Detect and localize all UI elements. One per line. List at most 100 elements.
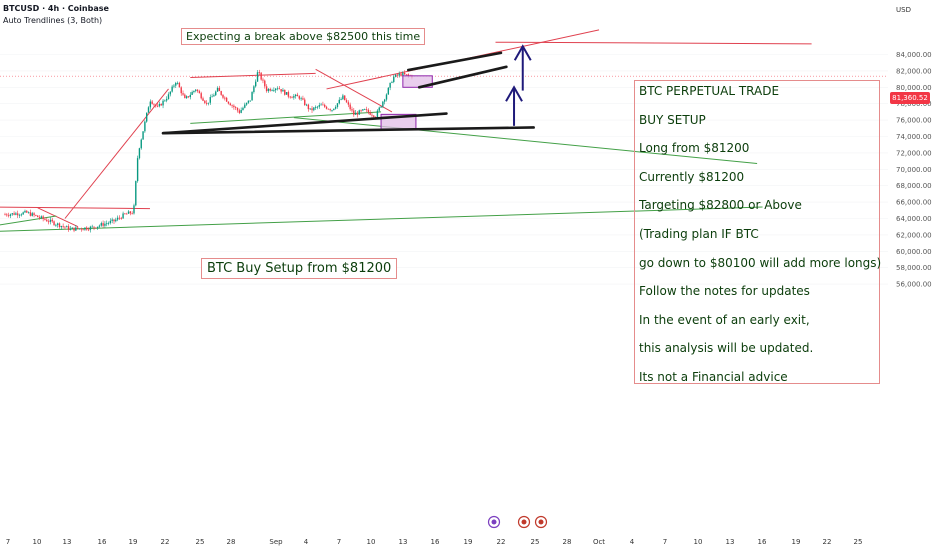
candle-body <box>44 218 46 220</box>
candle-body <box>211 96 213 98</box>
annotation-lines <box>161 51 535 135</box>
event-icons[interactable] <box>487 515 548 529</box>
candle-body <box>300 98 302 100</box>
candle-body <box>29 212 32 216</box>
time-axis[interactable]: 7 10 13 16 19 22 25 28 Sep 4 7 10 13 16 19 22 25 28 Oct 4 7 1… <box>6 538 863 546</box>
candle-body <box>71 227 73 229</box>
candle-body <box>258 72 261 74</box>
date-tick-label: 4 <box>630 538 635 546</box>
candle-body <box>17 213 19 216</box>
target-arrows <box>505 44 532 126</box>
candle-body <box>336 103 339 108</box>
date-tick-label: Sep <box>269 538 283 546</box>
candle-body <box>393 76 395 82</box>
indicator-label[interactable]: Auto Trendlines (3, Both) <box>3 16 103 25</box>
candle-body <box>204 100 206 103</box>
candle-body <box>193 90 195 93</box>
panel-line: BUY SETUP <box>639 112 706 127</box>
resistance-trendline <box>315 68 393 113</box>
candle-body <box>146 112 148 122</box>
candle-body <box>358 110 360 115</box>
candle-body <box>140 139 142 149</box>
candle-body <box>316 106 319 108</box>
candle-body <box>324 104 326 107</box>
note-break-above: Expecting a break above $82500 this time <box>181 28 426 45</box>
candle-body <box>4 214 6 216</box>
price-tick-label: 70,000.00 <box>896 166 932 174</box>
candle-body <box>33 213 35 216</box>
panel-line: Currently $81200 <box>639 169 745 184</box>
candle-body <box>294 94 297 97</box>
date-tick-label: 19 <box>129 538 138 546</box>
candle-body <box>89 226 92 230</box>
candle-body <box>184 94 186 99</box>
candle-body <box>64 226 66 228</box>
candle-body <box>311 108 313 111</box>
candle-body <box>253 86 255 93</box>
symbol-title[interactable]: BTCUSD · 4h · Coinbase <box>3 4 109 13</box>
date-tick-label: 25 <box>854 538 863 546</box>
date-tick-label: 13 <box>63 538 72 546</box>
candle-body <box>369 112 371 115</box>
candle-body <box>298 96 300 99</box>
candle-body <box>256 72 259 82</box>
date-tick-label: 4 <box>304 538 309 546</box>
highlight-box <box>402 75 433 88</box>
candle-body <box>24 210 26 213</box>
candle-body <box>60 225 63 228</box>
candle-body <box>147 107 150 113</box>
candle-body <box>347 102 350 105</box>
candle-body <box>95 227 97 229</box>
candle-body <box>394 74 397 77</box>
panel-line: Targeting $82800 or Above <box>639 198 802 213</box>
arrow-head <box>513 44 532 61</box>
candle-body <box>73 227 75 231</box>
event-icon-dot <box>521 519 527 525</box>
candle-body <box>20 214 23 216</box>
panel-line: go down to $80100 will add more longs) <box>639 255 882 270</box>
candle-body <box>106 223 108 225</box>
candle-body <box>169 91 172 95</box>
candle-body <box>58 223 61 228</box>
candle-body <box>273 90 275 91</box>
candle-body <box>202 98 204 101</box>
candle-body <box>131 213 133 215</box>
candle-body <box>245 102 248 105</box>
candle-body <box>165 98 168 101</box>
annotation-line <box>161 112 448 135</box>
candle-body <box>329 109 331 111</box>
candle-body <box>367 109 370 113</box>
candle-body <box>271 90 273 92</box>
candle-body <box>122 213 124 219</box>
trade-plan-panel: BTC PERPETUAL TRADE BUY SETUP Long from $8… <box>634 80 882 384</box>
candle-body <box>325 106 328 109</box>
candle-body <box>180 87 182 94</box>
candle-body <box>113 219 115 222</box>
candle-body <box>124 213 126 215</box>
candle-body <box>353 110 355 115</box>
candle-body <box>196 89 199 92</box>
candle-body <box>362 109 364 111</box>
currency-label[interactable]: USD <box>896 6 911 14</box>
candle-body <box>200 93 202 99</box>
candle-body <box>11 213 13 215</box>
candle-body <box>91 226 93 228</box>
candle-body <box>62 225 64 227</box>
candle-body <box>104 223 106 226</box>
price-tick-label: 60,000.00 <box>896 248 932 256</box>
date-tick-label: 13 <box>399 538 408 546</box>
panel-line: BTC PERPETUAL TRADE <box>639 84 780 98</box>
price-axis[interactable]: 84,000.00 82,000.00 80,000.00 78,000.00 76,0… <box>896 51 932 289</box>
candle-body <box>218 87 221 92</box>
date-tick-label: 7 <box>663 538 667 546</box>
price-tick-label: 64,000.00 <box>896 215 932 223</box>
candle-body <box>167 94 170 99</box>
candle-body <box>18 214 21 216</box>
candle-body <box>278 88 281 90</box>
candle-body <box>185 96 188 99</box>
candle-body <box>351 109 353 111</box>
date-tick-label: 28 <box>227 538 236 546</box>
candle-body <box>111 219 113 221</box>
panel-line: In the event of an early exit, <box>639 312 810 327</box>
